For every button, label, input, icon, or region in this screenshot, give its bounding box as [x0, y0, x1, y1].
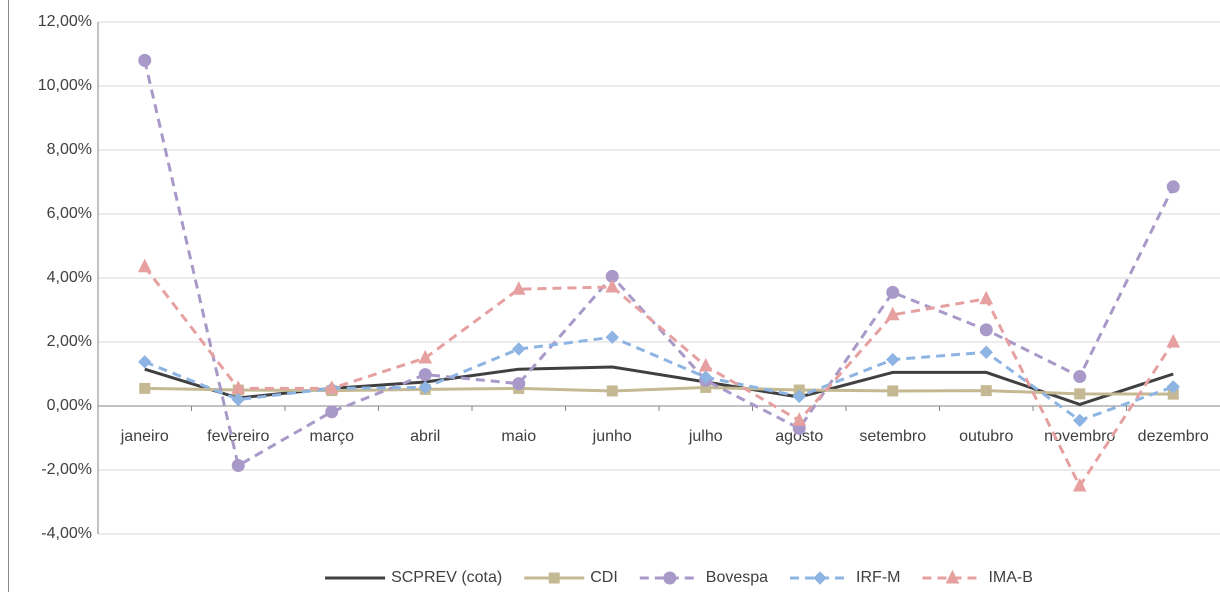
data-point — [512, 377, 526, 391]
data-point — [887, 385, 899, 397]
legend: SCPREV (cota) CDI Bovespa IRF-M IMA-B — [325, 569, 1033, 586]
legend-label: Bovespa — [706, 569, 768, 586]
data-point — [231, 380, 246, 394]
legend-label: SCPREV (cota) — [391, 569, 502, 586]
y-tick-label: 10,00% — [38, 77, 92, 94]
x-tick-label: outubro — [959, 428, 1013, 445]
legend-marker — [548, 572, 560, 584]
data-point — [979, 345, 993, 359]
data-point — [698, 357, 713, 372]
data-point — [1073, 413, 1087, 428]
data-point — [138, 53, 152, 67]
x-tick-label: janeiro — [120, 428, 169, 445]
series-line — [144, 365, 1174, 406]
x-tick-label: maio — [501, 428, 536, 445]
x-tick-label: agosto — [775, 428, 823, 445]
data-point — [138, 355, 152, 369]
x-tick-label: setembro — [859, 428, 926, 445]
data-point — [324, 380, 339, 394]
data-point — [511, 281, 526, 295]
data-point — [979, 323, 993, 337]
data-point — [980, 385, 992, 397]
data-point — [418, 380, 432, 395]
legend-label: CDI — [590, 569, 618, 586]
data-point — [1074, 388, 1086, 400]
y-tick-label: 6,00% — [47, 205, 92, 222]
x-tick-label: junho — [592, 428, 632, 445]
x-tick-label: fevereiro — [207, 428, 269, 445]
y-tick-label: 12,00% — [38, 13, 92, 30]
data-point — [1166, 180, 1180, 194]
legend-marker — [663, 571, 677, 585]
data-point — [886, 285, 900, 299]
y-tick-label: 2,00% — [47, 333, 92, 350]
data-point — [886, 352, 900, 367]
data-point — [606, 385, 618, 397]
data-point — [699, 370, 713, 384]
data-point — [979, 290, 994, 305]
data-point — [1072, 477, 1087, 492]
data-point — [231, 392, 245, 407]
x-tick-label: julho — [688, 428, 723, 445]
data-point — [418, 368, 432, 382]
legend-label: IMA-B — [988, 569, 1032, 586]
y-tick-label: 8,00% — [47, 141, 92, 158]
data-point — [231, 459, 245, 473]
y-tick-label: 4,00% — [47, 269, 92, 286]
x-tick-label: novembro — [1044, 428, 1115, 445]
data-point — [512, 342, 526, 356]
legend-label: IRF-M — [856, 569, 900, 586]
data-point — [792, 389, 806, 404]
data-point — [885, 306, 900, 321]
y-tick-label: -2,00% — [41, 461, 92, 478]
x-tick-label: dezembro — [1138, 428, 1209, 445]
legend-marker — [945, 569, 960, 584]
y-tick-label: 0,00% — [47, 397, 92, 414]
series-line — [143, 265, 1175, 490]
data-point — [1073, 370, 1087, 384]
x-tick-label: março — [310, 428, 355, 445]
series-line — [144, 385, 1174, 396]
data-point — [1166, 380, 1180, 394]
y-tick-label: -4,00% — [41, 525, 92, 542]
data-point — [605, 278, 620, 293]
series-line — [143, 60, 1175, 468]
data-point — [418, 349, 433, 364]
data-point — [139, 382, 151, 394]
x-tick-label: abril — [410, 428, 440, 445]
data-point — [1166, 333, 1181, 348]
data-point — [792, 412, 807, 426]
legend-marker — [813, 571, 827, 585]
data-point — [325, 405, 339, 419]
data-point — [137, 258, 152, 273]
data-point — [605, 330, 619, 344]
